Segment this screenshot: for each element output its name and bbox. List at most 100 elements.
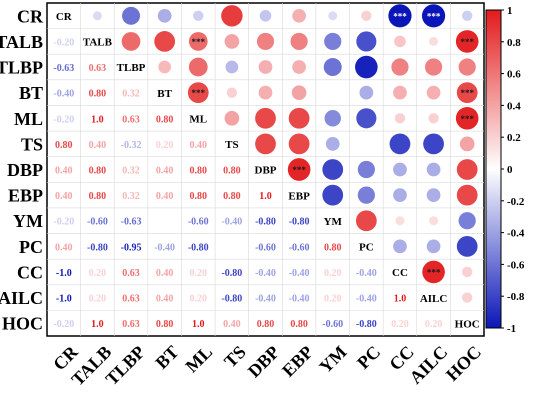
coefficient-label: -0.20 <box>53 37 74 48</box>
significance-marker: *** <box>292 165 306 175</box>
coefficient-label: -0.40 <box>289 294 310 305</box>
correlation-circle <box>389 133 411 155</box>
colorbar-gradient <box>485 9 502 329</box>
coefficient-label: 0.63 <box>122 294 140 305</box>
significance-marker: *** <box>427 267 441 277</box>
correlation-circle <box>258 60 273 74</box>
row-label-dbp: DBP <box>7 160 43 180</box>
row-label-cr: CR <box>17 6 44 26</box>
diagonal-label-tlbp: TLBP <box>117 62 146 74</box>
coefficient-label: 0.80 <box>190 166 208 177</box>
correlation-circle <box>456 184 478 206</box>
coefficient-label: 0.80 <box>223 166 241 177</box>
diagonal-label-ym: YM <box>324 216 343 228</box>
column-label-bt: BT <box>151 342 182 373</box>
coefficient-label: 0.80 <box>223 191 241 202</box>
correlation-circle <box>258 85 273 100</box>
significance-marker: *** <box>192 37 206 47</box>
correlation-circle <box>224 34 240 49</box>
correlation-circle <box>287 158 311 181</box>
correlation-circle <box>462 292 473 303</box>
correlation-circle <box>288 107 310 129</box>
correlation-circle <box>428 113 439 124</box>
coefficient-label: -0.80 <box>87 242 108 253</box>
correlation-circle <box>456 82 478 104</box>
diagonal-label-ml: ML <box>189 113 207 125</box>
coefficient-label: 0.20 <box>391 319 409 330</box>
coefficient-label: 1.0 <box>259 191 272 202</box>
coefficient-label: -0.20 <box>53 217 74 228</box>
correlation-circle <box>292 8 306 23</box>
correlation-circle <box>456 235 478 257</box>
coefficient-label: 0.40 <box>223 319 241 330</box>
column-label-ailc: AILC <box>405 342 451 388</box>
coefficient-label: -0.32 <box>121 140 142 151</box>
correlation-circle <box>394 35 406 48</box>
coefficient-label: 1.0 <box>394 294 407 305</box>
coefficient-label: -0.40 <box>255 268 276 279</box>
correlation-circle <box>455 106 479 130</box>
correlation-circle <box>459 136 475 152</box>
column-label-dbp: DBP <box>244 342 284 382</box>
correlation-circle <box>421 4 446 28</box>
colorbar-tick-label: 0.2 <box>507 132 521 144</box>
correlation-circle <box>225 60 239 74</box>
coefficient-label: 0.80 <box>324 242 342 253</box>
coefficient-label: 0.80 <box>156 114 174 125</box>
correlation-circle <box>157 8 172 23</box>
coefficient-label: -0.20 <box>53 319 74 330</box>
column-label-ym: YM <box>315 342 350 377</box>
significance-marker: *** <box>393 11 407 21</box>
coefficient-label: -0.60 <box>289 242 310 253</box>
row-label-talb: TALB <box>0 32 43 52</box>
correlation-circle <box>259 10 272 22</box>
colorbar-tick-label: -1 <box>507 323 516 335</box>
column-label-hoc: HOC <box>442 342 485 385</box>
correlation-circle <box>324 32 342 51</box>
coefficient-label: 0.80 <box>190 191 208 202</box>
coefficient-label: 0.63 <box>122 319 140 330</box>
correlation-circle <box>256 32 275 51</box>
correlation-circle <box>391 58 409 76</box>
correlation-circle <box>292 60 306 74</box>
coefficient-label: 0.63 <box>122 114 140 125</box>
correlation-circle <box>359 85 374 100</box>
row-label-ailc: AILC <box>0 288 43 308</box>
correlation-circle <box>122 6 141 25</box>
coefficient-label: 0.20 <box>89 294 107 305</box>
coefficient-label: -0.80 <box>255 217 276 228</box>
coefficient-label: 1.0 <box>91 319 104 330</box>
coefficient-label: -0.80 <box>188 242 209 253</box>
correlation-circle <box>426 85 441 100</box>
coefficient-label: 0.20 <box>190 294 208 305</box>
correlation-circle <box>187 82 209 104</box>
diagonal-label-cc: CC <box>392 267 408 279</box>
coefficient-label: -0.80 <box>221 268 242 279</box>
plot-frame <box>46 2 485 337</box>
correlation-circle <box>394 113 406 124</box>
correlation-circle <box>429 216 439 226</box>
diagonal-label-ts: TS <box>225 139 238 151</box>
correlation-circle <box>92 11 102 21</box>
diagonal-label-bt: BT <box>157 88 172 100</box>
coefficient-label: 0.80 <box>257 319 275 330</box>
coefficient-label: 0.80 <box>89 166 107 177</box>
coefficient-label: 0.40 <box>156 268 174 279</box>
grid-lines <box>47 3 484 336</box>
colorbar-tick-label: 0.6 <box>507 69 521 81</box>
diagonal-label-ailc: AILC <box>420 293 448 305</box>
coefficient-label: -0.63 <box>121 217 142 228</box>
coefficient-label: 0.40 <box>190 140 208 151</box>
colorbar-tick-label: 1 <box>507 5 513 17</box>
row-label-hoc: HOC <box>2 314 43 334</box>
coefficient-label: 0.20 <box>324 268 342 279</box>
coefficient-label: 0.80 <box>55 140 73 151</box>
row-label-ebp: EBP <box>8 186 43 206</box>
row-label-tlbp: TLBP <box>0 58 43 78</box>
correlation-circle <box>388 4 412 28</box>
correlation-circle <box>255 133 276 155</box>
significance-marker: *** <box>460 88 474 98</box>
correlation-circle <box>154 31 176 52</box>
coefficient-label: -0.60 <box>322 319 343 330</box>
